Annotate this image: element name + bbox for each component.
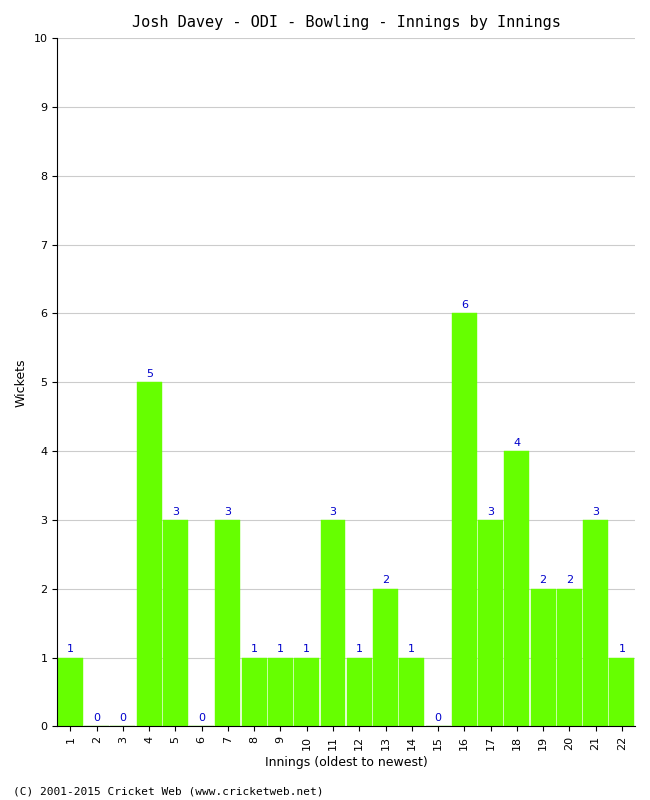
Text: 6: 6	[461, 300, 468, 310]
Bar	[373, 589, 398, 726]
Text: 0: 0	[120, 713, 127, 723]
Bar	[478, 520, 503, 726]
Bar	[452, 314, 477, 726]
Bar	[610, 658, 634, 726]
Text: 3: 3	[224, 506, 231, 517]
Title: Josh Davey - ODI - Bowling - Innings by Innings: Josh Davey - ODI - Bowling - Innings by …	[132, 15, 560, 30]
Text: 3: 3	[172, 506, 179, 517]
Text: 1: 1	[251, 644, 258, 654]
Text: 3: 3	[487, 506, 494, 517]
Bar	[557, 589, 582, 726]
Text: 4: 4	[514, 438, 521, 448]
Text: 1: 1	[304, 644, 310, 654]
Y-axis label: Wickets: Wickets	[15, 358, 28, 406]
Bar	[294, 658, 319, 726]
Text: 0: 0	[198, 713, 205, 723]
Text: 1: 1	[356, 644, 363, 654]
Text: 2: 2	[566, 575, 573, 586]
Bar	[163, 520, 188, 726]
Bar	[347, 658, 372, 726]
Text: 1: 1	[277, 644, 284, 654]
Text: 1: 1	[618, 644, 625, 654]
Text: 5: 5	[146, 369, 153, 379]
Bar	[583, 520, 608, 726]
X-axis label: Innings (oldest to newest): Innings (oldest to newest)	[265, 756, 428, 769]
Text: 0: 0	[93, 713, 100, 723]
Text: 0: 0	[435, 713, 441, 723]
Text: 1: 1	[67, 644, 74, 654]
Bar	[399, 658, 424, 726]
Text: 3: 3	[592, 506, 599, 517]
Bar	[242, 658, 266, 726]
Text: 1: 1	[408, 644, 415, 654]
Text: 2: 2	[382, 575, 389, 586]
Bar	[136, 382, 162, 726]
Text: (C) 2001-2015 Cricket Web (www.cricketweb.net): (C) 2001-2015 Cricket Web (www.cricketwe…	[13, 786, 324, 796]
Bar	[268, 658, 293, 726]
Bar	[504, 451, 529, 726]
Bar	[320, 520, 346, 726]
Bar	[530, 589, 556, 726]
Bar	[216, 520, 240, 726]
Text: 2: 2	[540, 575, 547, 586]
Bar	[58, 658, 83, 726]
Text: 3: 3	[330, 506, 337, 517]
